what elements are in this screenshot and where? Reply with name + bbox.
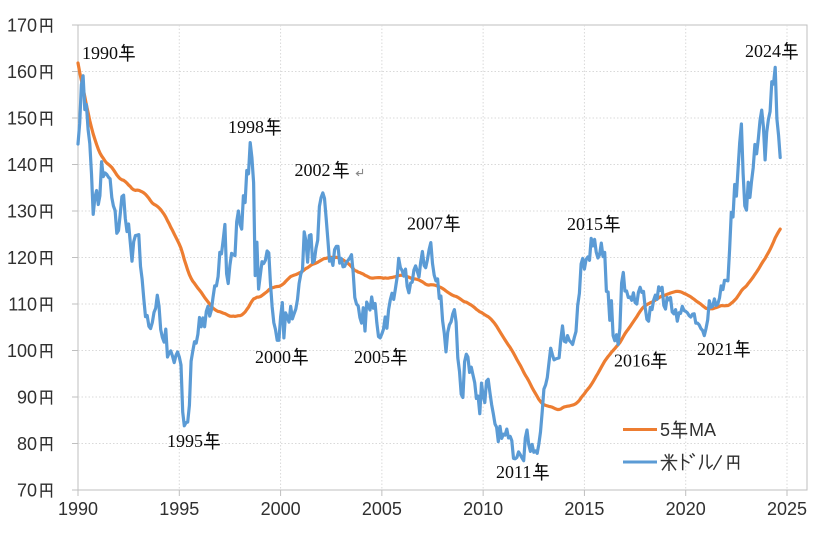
svg-text:90: 90: [17, 388, 37, 408]
svg-text:2000: 2000: [255, 347, 291, 367]
svg-text:100: 100: [7, 341, 37, 361]
svg-text:2010: 2010: [463, 499, 503, 519]
svg-text:MA: MA: [689, 420, 716, 440]
svg-text:1990: 1990: [58, 499, 98, 519]
svg-text:2016: 2016: [614, 351, 650, 371]
svg-text:2024: 2024: [745, 41, 781, 61]
svg-text:1998: 1998: [228, 117, 264, 137]
svg-text:2005: 2005: [362, 499, 402, 519]
svg-text:150: 150: [7, 109, 37, 129]
svg-text:2002: 2002: [295, 160, 331, 180]
svg-text:5: 5: [660, 420, 670, 440]
svg-text:2015: 2015: [567, 214, 603, 234]
svg-text:2015: 2015: [564, 499, 604, 519]
svg-text:160: 160: [7, 62, 37, 82]
svg-text:2020: 2020: [666, 499, 706, 519]
svg-text:1995: 1995: [167, 431, 203, 451]
svg-text:120: 120: [7, 248, 37, 268]
svg-text:2007: 2007: [407, 214, 443, 234]
svg-text:70: 70: [17, 481, 37, 501]
svg-text:2005: 2005: [354, 347, 390, 367]
svg-text:1990: 1990: [82, 43, 118, 63]
svg-text:2025: 2025: [767, 499, 807, 519]
svg-text:170: 170: [7, 16, 37, 36]
svg-text:110: 110: [8, 295, 37, 315]
svg-text:2011: 2011: [496, 462, 531, 482]
svg-text:130: 130: [7, 202, 37, 222]
svg-text:2000: 2000: [261, 499, 301, 519]
svg-text:1995: 1995: [159, 499, 199, 519]
svg-text:2021: 2021: [697, 339, 733, 359]
svg-text:140: 140: [7, 155, 37, 175]
svg-text:80: 80: [17, 434, 37, 454]
